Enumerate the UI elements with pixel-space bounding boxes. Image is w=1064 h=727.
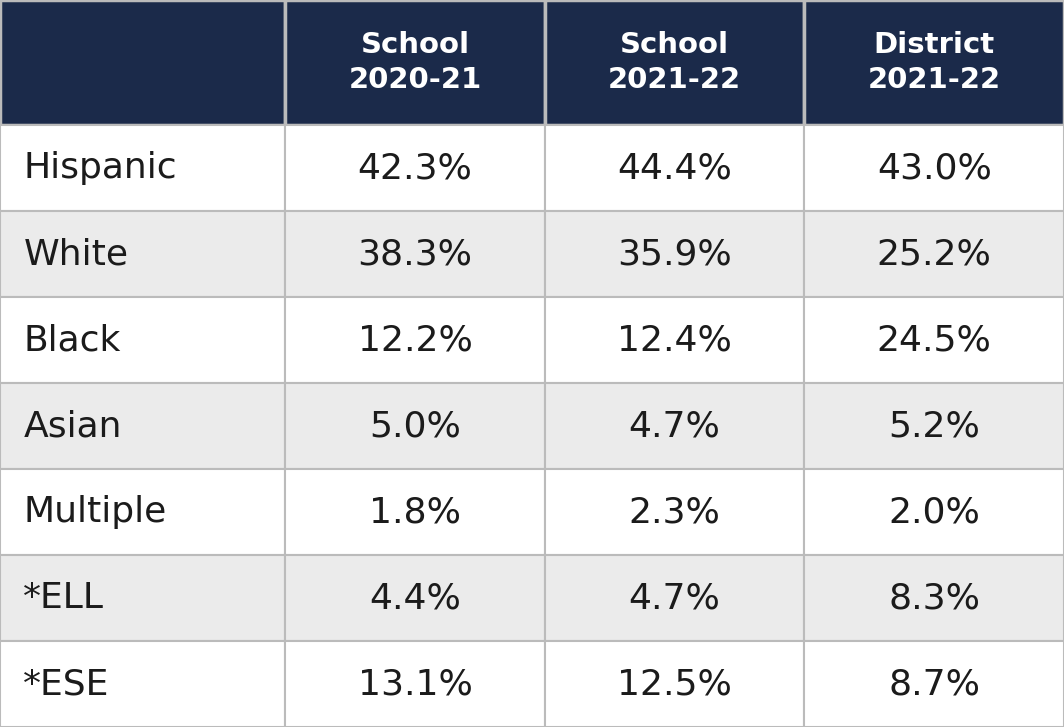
Text: *ELL: *ELL — [23, 581, 104, 615]
Bar — [0, 555, 285, 641]
Text: 2020-21: 2020-21 — [348, 66, 482, 95]
Text: 2021-22: 2021-22 — [608, 66, 742, 95]
Bar — [804, 555, 1064, 641]
Bar — [285, 383, 545, 469]
Bar — [545, 0, 804, 125]
Text: 12.2%: 12.2% — [358, 324, 472, 357]
Bar — [804, 641, 1064, 727]
Bar — [545, 125, 804, 212]
Text: *ESE: *ESE — [23, 667, 110, 701]
Text: 43.0%: 43.0% — [877, 151, 992, 185]
Bar — [0, 469, 285, 555]
Bar — [545, 555, 804, 641]
Text: Black: Black — [23, 324, 121, 357]
Bar — [285, 125, 545, 212]
Bar — [804, 383, 1064, 469]
Text: 8.7%: 8.7% — [888, 667, 980, 701]
Bar — [285, 555, 545, 641]
Text: Hispanic: Hispanic — [23, 151, 177, 185]
Text: 4.4%: 4.4% — [369, 581, 461, 615]
Text: 12.4%: 12.4% — [617, 324, 732, 357]
Text: 8.3%: 8.3% — [888, 581, 980, 615]
Bar — [545, 383, 804, 469]
Bar — [545, 469, 804, 555]
Text: 2.0%: 2.0% — [888, 495, 980, 529]
Bar — [0, 383, 285, 469]
Text: 24.5%: 24.5% — [877, 324, 992, 357]
Text: 4.7%: 4.7% — [629, 581, 720, 615]
Text: White: White — [23, 237, 129, 271]
Text: 5.2%: 5.2% — [888, 409, 980, 443]
Bar — [804, 125, 1064, 212]
Text: School: School — [361, 31, 469, 59]
Bar — [285, 641, 545, 727]
Bar — [545, 297, 804, 383]
Bar — [285, 212, 545, 297]
Text: 25.2%: 25.2% — [877, 237, 992, 271]
Text: 5.0%: 5.0% — [369, 409, 461, 443]
Text: School: School — [620, 31, 729, 59]
Text: District: District — [874, 31, 995, 59]
Text: 13.1%: 13.1% — [358, 667, 472, 701]
Bar — [804, 0, 1064, 125]
Text: 2.3%: 2.3% — [629, 495, 720, 529]
Bar — [804, 212, 1064, 297]
Text: 42.3%: 42.3% — [358, 151, 472, 185]
Text: 12.5%: 12.5% — [617, 667, 732, 701]
Text: 44.4%: 44.4% — [617, 151, 732, 185]
Bar — [285, 0, 545, 125]
Bar — [0, 125, 285, 212]
Bar — [0, 0, 285, 125]
Bar — [0, 641, 285, 727]
Text: 4.7%: 4.7% — [629, 409, 720, 443]
Text: 38.3%: 38.3% — [358, 237, 472, 271]
Bar — [0, 212, 285, 297]
Bar — [545, 641, 804, 727]
Bar — [0, 297, 285, 383]
Bar — [804, 469, 1064, 555]
Text: Asian: Asian — [23, 409, 122, 443]
Text: 1.8%: 1.8% — [369, 495, 461, 529]
Text: 2021-22: 2021-22 — [867, 66, 1001, 95]
Text: Multiple: Multiple — [23, 495, 167, 529]
Bar — [804, 297, 1064, 383]
Bar — [285, 297, 545, 383]
Bar — [285, 469, 545, 555]
Text: 35.9%: 35.9% — [617, 237, 732, 271]
Bar — [545, 212, 804, 297]
